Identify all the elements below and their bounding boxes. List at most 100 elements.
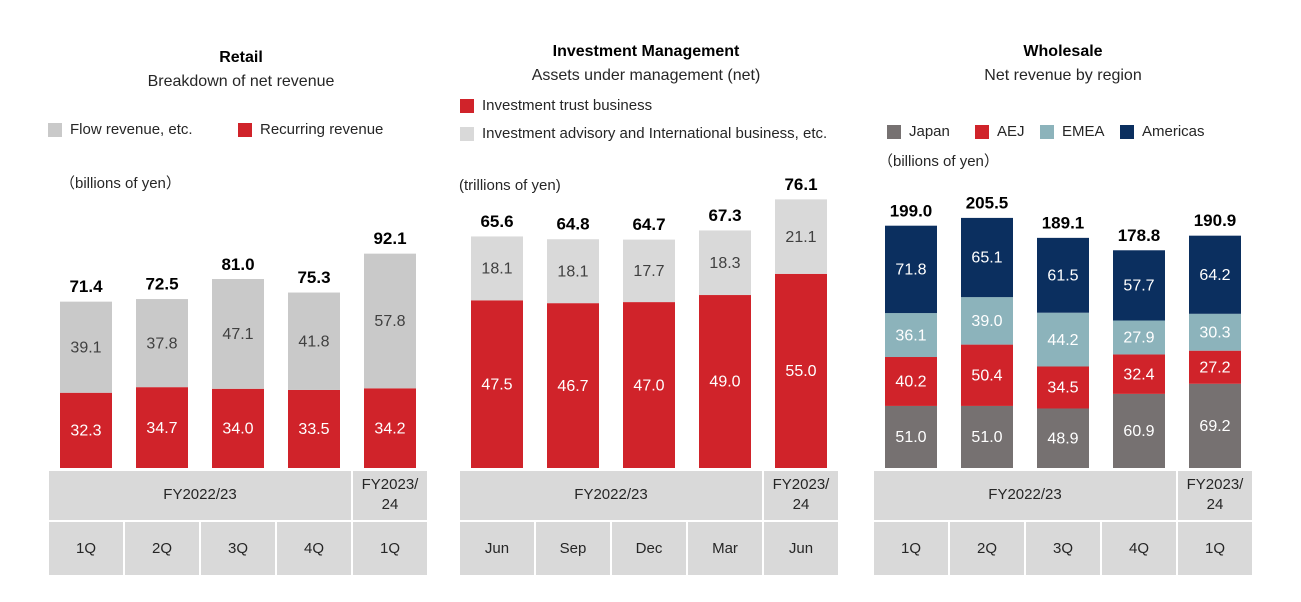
bar-segment <box>1189 383 1241 468</box>
value-label: 27.2 <box>1199 359 1230 376</box>
bar-segment <box>136 299 188 388</box>
category-cell <box>948 520 1026 577</box>
value-label: 71.8 <box>895 262 926 279</box>
value-label: 55.0 <box>785 363 816 380</box>
period-cell <box>1176 469 1254 522</box>
chart-title: Wholesale <box>1023 43 1102 60</box>
x-tick-label: Jun <box>485 540 509 557</box>
bar-segment <box>288 389 340 468</box>
value-label: 48.9 <box>1047 430 1078 447</box>
legend-label: Japan <box>909 123 950 140</box>
value-label: 34.0 <box>222 421 253 438</box>
value-label: 34.7 <box>146 420 177 437</box>
bar-segment <box>699 295 751 468</box>
value-label: 18.1 <box>557 263 588 280</box>
bar-segment <box>288 292 340 390</box>
bar-segment <box>623 239 675 303</box>
bar-segment <box>212 388 264 468</box>
total-label: 205.5 <box>966 193 1009 212</box>
total-label: 76.1 <box>784 175 817 194</box>
legend-swatch <box>1120 125 1134 139</box>
legend-swatch <box>238 123 252 137</box>
value-label: 32.3 <box>70 423 101 440</box>
category-cell <box>123 520 201 577</box>
total-label: 71.4 <box>69 277 103 296</box>
legend-swatch <box>460 127 474 141</box>
value-label: 40.2 <box>895 374 926 391</box>
value-label: 46.7 <box>557 378 588 395</box>
total-label: 65.6 <box>480 212 513 231</box>
bar-segment <box>471 300 523 468</box>
total-label: 199.0 <box>890 201 933 220</box>
value-label: 41.8 <box>298 333 329 350</box>
legend-label: EMEA <box>1062 123 1105 140</box>
bar-segment <box>885 313 937 358</box>
bar-segment <box>961 344 1013 406</box>
x-tick-label: 1Q <box>380 540 400 557</box>
bar-segment <box>60 301 112 393</box>
legend-label: Americas <box>1142 123 1205 140</box>
bar-segment <box>699 230 751 296</box>
legend-swatch <box>887 125 901 139</box>
period-cell <box>351 469 429 522</box>
total-label: 67.3 <box>708 206 741 225</box>
bar-segment <box>1113 393 1165 468</box>
total-label: 64.7 <box>632 215 665 234</box>
bar-segment <box>885 405 937 468</box>
total-label: 64.8 <box>556 215 589 234</box>
x-tick-label: 4Q <box>1129 540 1149 557</box>
x-tick-label: Dec <box>636 540 663 557</box>
legend-label: AEJ <box>997 123 1025 140</box>
value-label: 32.4 <box>1123 366 1154 383</box>
legend-label: Recurring revenue <box>260 121 383 138</box>
bar-segment <box>547 303 599 468</box>
value-label: 51.0 <box>971 429 1002 446</box>
period-label: FY2022/23 <box>988 486 1061 503</box>
unit-label: (trillions of yen) <box>459 177 561 194</box>
legend-swatch <box>1040 125 1054 139</box>
unit-label: （billions of yen） <box>878 153 999 170</box>
bar-segment <box>775 199 827 274</box>
bar-segment <box>1037 366 1089 409</box>
value-label: 27.9 <box>1123 330 1154 347</box>
value-label: 30.3 <box>1199 324 1230 341</box>
legend-label: Investment advisory and International bu… <box>482 125 827 142</box>
period-label: FY2023/24 <box>362 476 420 513</box>
value-label: 21.1 <box>785 229 816 246</box>
legend-label: Flow revenue, etc. <box>70 121 193 138</box>
value-label: 36.1 <box>895 327 926 344</box>
x-tick-label: 2Q <box>977 540 997 557</box>
bar-segment <box>1113 250 1165 321</box>
x-tick-label: 1Q <box>901 540 921 557</box>
period-label: FY2022/23 <box>163 486 236 503</box>
bar-segment <box>1189 313 1241 351</box>
period-label: FY2023/24 <box>773 476 831 513</box>
chart-subtitle: Net revenue by region <box>984 67 1141 84</box>
bar-segment <box>885 225 937 314</box>
value-label: 34.5 <box>1047 380 1078 397</box>
legend-swatch <box>975 125 989 139</box>
x-tick-label: Sep <box>560 540 587 557</box>
bar-segment <box>623 302 675 468</box>
value-label: 44.2 <box>1047 332 1078 349</box>
chart-title: Investment Management <box>553 43 740 60</box>
value-label: 64.2 <box>1199 267 1230 284</box>
legend-swatch <box>460 99 474 113</box>
period-cell <box>762 469 840 522</box>
total-label: 92.1 <box>373 229 406 248</box>
value-label: 50.4 <box>971 367 1002 384</box>
bar-segment <box>1189 350 1241 384</box>
bar-segment <box>961 217 1013 298</box>
value-label: 51.0 <box>895 429 926 446</box>
total-label: 189.1 <box>1042 213 1085 232</box>
value-label: 18.3 <box>709 255 740 272</box>
period-label: FY2022/23 <box>574 486 647 503</box>
bar-segment <box>364 388 416 468</box>
total-label: 72.5 <box>145 275 178 294</box>
x-tick-label: 4Q <box>304 540 324 557</box>
chart-subtitle: Assets under management (net) <box>532 67 761 84</box>
bar-segment <box>1037 312 1089 367</box>
value-label: 57.7 <box>1123 278 1154 295</box>
